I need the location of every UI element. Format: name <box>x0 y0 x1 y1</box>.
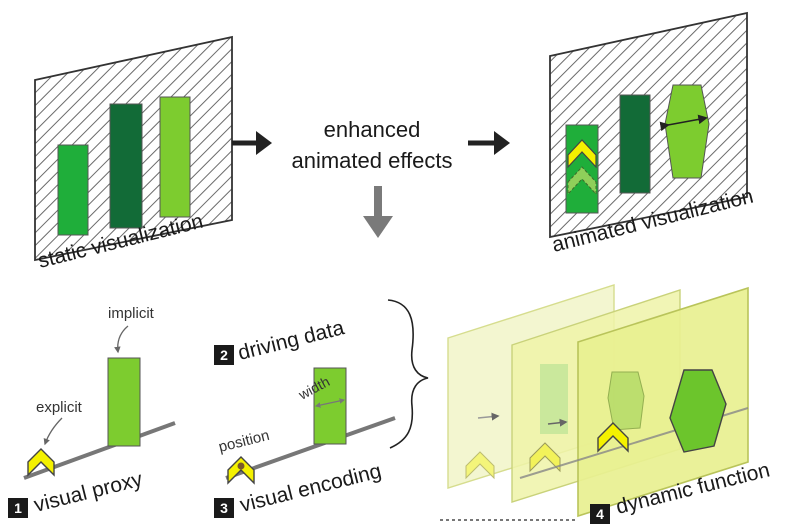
animated-bar-3 <box>664 84 710 179</box>
driving-data-label: driving data <box>236 316 347 365</box>
animated-bar-2 <box>619 94 651 194</box>
ghost-chevron-icon <box>529 442 561 473</box>
badge-4 <box>590 504 610 524</box>
static-bar-1 <box>57 144 89 236</box>
active-chevron-icon <box>597 422 629 453</box>
width-change-arrow-icon <box>659 114 708 132</box>
implicit-pointer-arrow <box>114 325 129 354</box>
chevron-up-icon <box>567 139 597 169</box>
implicit-proxy-bar <box>107 357 141 447</box>
arrow-right-icon <box>468 131 510 155</box>
static-visualization: static visualization <box>34 35 233 273</box>
badge-2 <box>214 345 234 365</box>
panel-visual-encoding: 2 driving data width position 3 visual e… <box>214 299 429 518</box>
svg-text:1: 1 <box>14 500 22 516</box>
static-bar-2 <box>109 103 143 229</box>
badge-1 <box>8 498 28 518</box>
motion-arrow-icon <box>547 418 568 427</box>
brace-icon <box>387 299 429 449</box>
time-plane-3 <box>577 286 749 518</box>
svg-text:4: 4 <box>596 506 604 522</box>
ghost-chevron-icon <box>465 451 495 480</box>
explicit-label: explicit <box>36 399 83 416</box>
arrow-down-icon <box>363 186 393 238</box>
animated-visualization: animated visualization <box>549 11 756 257</box>
active-hexagon <box>669 369 727 453</box>
ghost-hexagon <box>607 371 645 431</box>
visual-proxy-label: visual proxy <box>32 468 146 517</box>
center-title-line1: enhanced <box>324 117 421 142</box>
width-arrow-icon <box>314 398 346 408</box>
badge-3 <box>214 498 234 518</box>
chevron-up-ghost-icon <box>567 166 597 196</box>
svg-text:2: 2 <box>220 347 228 363</box>
svg-text:3: 3 <box>220 500 228 516</box>
implicit-label: implicit <box>108 305 155 322</box>
center-title-line2: animated effects <box>291 148 452 173</box>
panel-dynamic-function: 4 dynamic function <box>440 284 772 524</box>
position-chevron-icon <box>227 456 255 485</box>
position-dot <box>237 462 245 470</box>
arrow-right-icon <box>232 131 272 155</box>
motion-arrow-icon <box>477 412 500 421</box>
static-bar-3 <box>159 96 191 218</box>
explicit-pointer-arrow <box>43 417 63 446</box>
panel-visual-proxy: explicit implicit 1 visual proxy <box>8 305 176 518</box>
explicit-proxy-chevron-icon <box>27 448 55 477</box>
position-label: position <box>217 427 271 456</box>
